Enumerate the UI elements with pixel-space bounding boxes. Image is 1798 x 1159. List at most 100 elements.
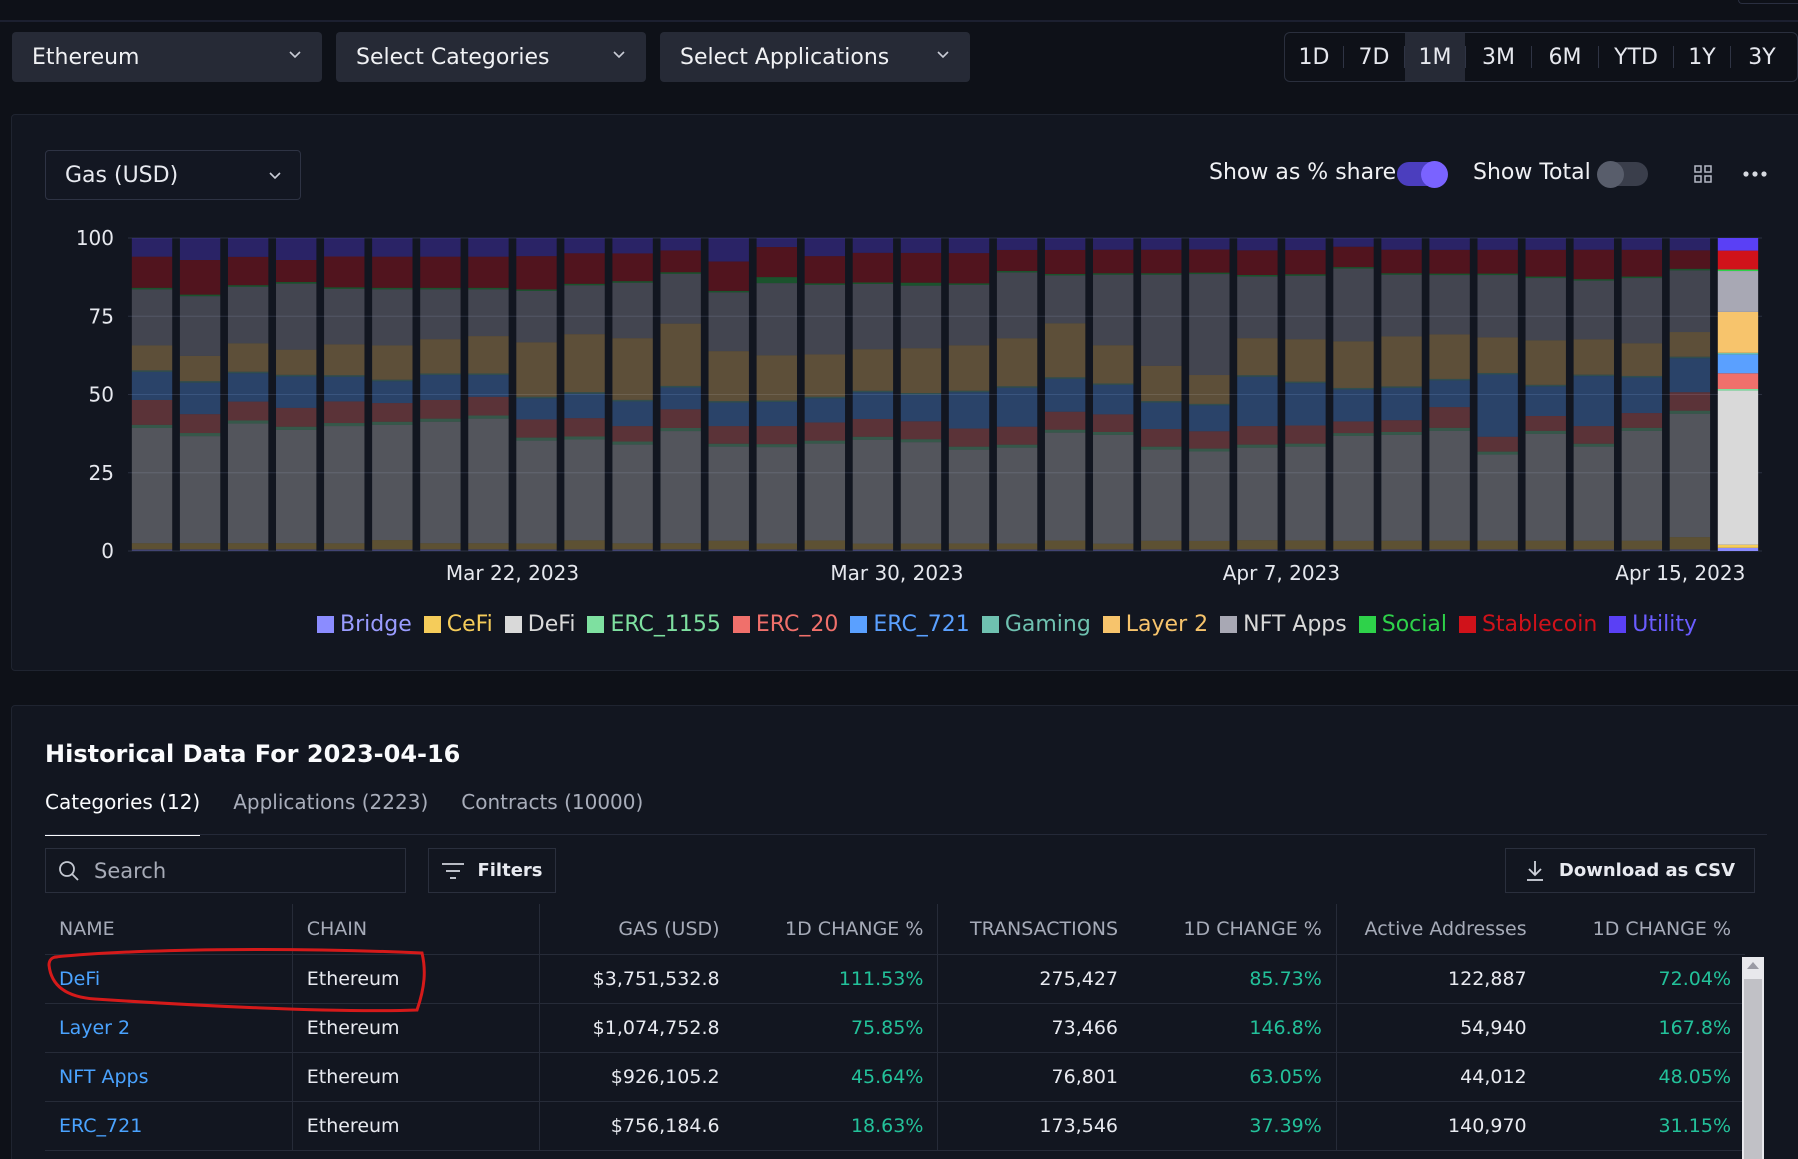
bar-segment [131,543,173,550]
bar-segment [612,401,653,427]
row-name-link[interactable]: Layer 2 [45,1003,293,1053]
bar-segment [1477,549,1518,551]
legend-item[interactable]: Bridge [317,612,412,637]
bar-segment [179,433,221,437]
row-name-link[interactable]: NFT Apps [45,1052,293,1102]
top-bar [0,0,1798,22]
metric-dropdown[interactable]: Gas (USD) [45,150,301,200]
legend-label: CeFi [446,612,493,637]
col-gas-change[interactable]: 1D CHANGE % [733,904,938,955]
bar-segment [708,261,749,291]
categories-dropdown[interactable]: Select Categories [336,32,646,82]
range-1y[interactable]: 1Y [1688,44,1716,70]
bar-segment [1285,275,1326,340]
bar-segment [900,348,942,394]
applications-dropdown[interactable]: Select Applications [660,32,970,82]
bar-segment [1621,549,1663,551]
bar-segment [660,238,701,251]
row-tx-change: 37.39% [1132,1101,1337,1151]
range-ytd[interactable]: YTD [1614,44,1658,70]
legend-item[interactable]: Utility [1609,612,1697,637]
bar-segment [1093,238,1134,250]
bar-segment [468,375,509,397]
range-3m[interactable]: 3M [1482,44,1515,70]
bar-segment [1141,401,1182,403]
bar-segment [1573,238,1614,250]
tab-applications[interactable]: Applications (2223) [233,790,429,814]
table-scrollbar[interactable] [1742,957,1764,1159]
bar-segment [1093,384,1134,415]
bar-segment [1333,387,1374,390]
bar-segment [324,344,365,376]
bar-segment [1525,416,1566,431]
bar-segment [1525,549,1566,551]
bar-segment [1285,339,1326,382]
show-total-label: Show Total [1473,160,1591,185]
scroll-up-arrow-icon[interactable] [1747,962,1759,969]
bar-segment [516,549,557,551]
bar-segment [1093,383,1134,385]
range-1m[interactable]: 1M [1405,33,1465,81]
chevron-down-icon [269,172,281,180]
bar-segment [468,415,509,419]
legend-item[interactable]: CeFi [423,612,493,637]
range-divider [1730,46,1731,68]
bar-segment [1621,413,1663,428]
legend-item[interactable]: ERC_1155 [587,612,721,637]
col-gas[interactable]: GAS (USD) [538,904,734,955]
tab-categories[interactable]: Categories (12) [45,790,201,836]
show-share-toggle[interactable] [1397,161,1448,188]
row-name-link[interactable]: DeFi [45,954,293,1004]
legend-item[interactable]: ERC_721 [850,612,970,637]
bar-segment [372,424,413,541]
col-chain[interactable]: CHAIN [291,904,540,955]
chain-dropdown[interactable]: Ethereum [12,32,322,82]
grid-view-icon[interactable] [1694,165,1712,183]
bar-segment [276,543,317,550]
legend-item[interactable]: Stablecoin [1458,612,1597,637]
bar-segment [660,323,701,386]
bar-segment [804,238,846,257]
bar-segment [756,447,797,544]
col-addr-change[interactable]: 1D CHANGE % [1540,904,1745,955]
bar-segment [1477,436,1518,452]
range-6m[interactable]: 6M [1548,44,1582,70]
legend-item[interactable]: Layer 2 [1102,612,1208,637]
bar-segment [756,400,797,403]
bar-segment [324,426,365,544]
download-csv-button[interactable]: Download as CSV [1505,848,1755,893]
bar-segment [1237,444,1278,448]
row-active-addresses: 140,970 [1335,1101,1541,1151]
col-transactions[interactable]: TRANSACTIONS [937,904,1132,955]
tab-contracts[interactable]: Contracts (10000) [461,790,644,814]
legend-item[interactable]: Gaming [981,612,1091,637]
bar-segment [324,238,365,257]
legend-item[interactable]: NFT Apps [1220,612,1347,637]
more-options-icon[interactable] [1743,170,1767,178]
bar-segment [996,238,1038,250]
show-total-toggle[interactable] [1597,161,1648,188]
search-input[interactable] [94,858,374,883]
legend-item[interactable]: ERC_20 [732,612,838,637]
legend-item[interactable]: DeFi [504,612,575,637]
bar-segment [1477,454,1518,541]
col-tx-change[interactable]: 1D CHANGE % [1132,904,1337,955]
col-active-addresses[interactable]: Active Addresses [1335,904,1541,955]
range-1d[interactable]: 1D [1298,44,1330,70]
bar-segment [1717,354,1759,374]
range-7d[interactable]: 7D [1358,44,1390,70]
bar-segment [516,289,557,291]
scrollbar-thumb[interactable] [1744,979,1762,1159]
bar-segment [131,345,173,371]
bar-segment [1381,549,1422,551]
bar-segment [372,287,413,290]
bar-segment [516,398,557,420]
legend-item[interactable]: Social [1358,612,1447,637]
row-name-link[interactable]: ERC_721 [45,1101,293,1151]
bar-segment [372,379,413,382]
range-3y[interactable]: 3Y [1748,44,1776,70]
filters-button[interactable]: Filters [428,848,556,893]
col-name[interactable]: NAME [45,904,293,955]
bar-segment [804,540,846,550]
bar-segment [996,543,1038,550]
